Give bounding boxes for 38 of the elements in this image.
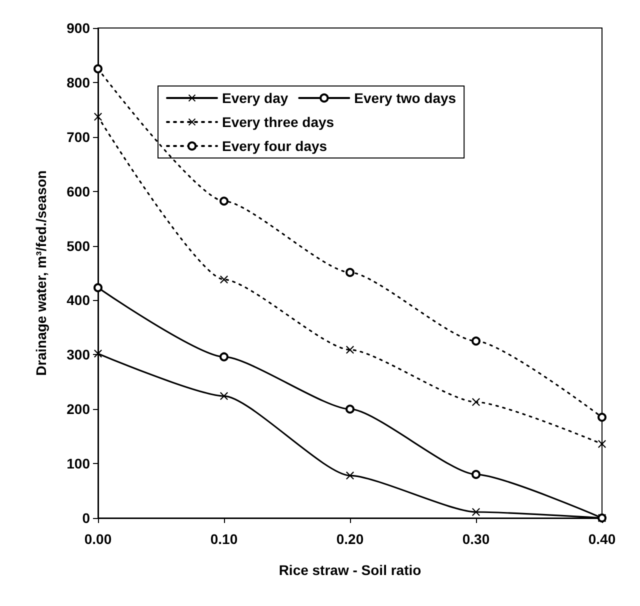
y-tick-label: 900 (66, 20, 90, 36)
y-tick-label: 400 (66, 292, 90, 308)
x-tick-label: 0.10 (210, 531, 238, 547)
y-axis-title: Drainage water, m³/fed./season (33, 170, 49, 376)
y-tick-label: 800 (66, 74, 90, 90)
legend-label: Every four days (222, 138, 328, 154)
legend-label: Every day (222, 90, 288, 106)
point (94, 283, 102, 292)
y-tick-label: 0 (82, 510, 90, 526)
y-tick-label: 300 (66, 346, 90, 363)
legend-label: Every two days (354, 90, 456, 106)
x-tick-label: 0.40 (588, 531, 616, 547)
point (94, 112, 102, 121)
point (346, 404, 354, 414)
point (94, 64, 102, 74)
point (472, 470, 480, 479)
x-tick-label: 0.20 (336, 531, 364, 547)
y-tick-label: 500 (66, 238, 90, 254)
point (472, 508, 480, 516)
point (220, 392, 228, 400)
x-tick-label: 0.30 (462, 531, 490, 547)
legend-label: Every three days (222, 114, 334, 130)
x-axis-title: Rice straw - Soil ratio (278, 562, 422, 578)
point (346, 268, 354, 277)
point (472, 398, 480, 406)
y-tick-label: 700 (66, 128, 90, 145)
point (346, 346, 354, 354)
y-tick-label: 100 (66, 456, 90, 472)
y-tick-label: 200 (66, 401, 90, 418)
point (220, 352, 228, 362)
point (598, 440, 606, 448)
x-tick-label: 0.00 (84, 531, 112, 547)
point (598, 412, 606, 422)
point (220, 196, 228, 206)
point (472, 336, 480, 346)
point (220, 276, 228, 284)
y-tick-label: 600 (66, 183, 90, 200)
point (346, 472, 354, 480)
